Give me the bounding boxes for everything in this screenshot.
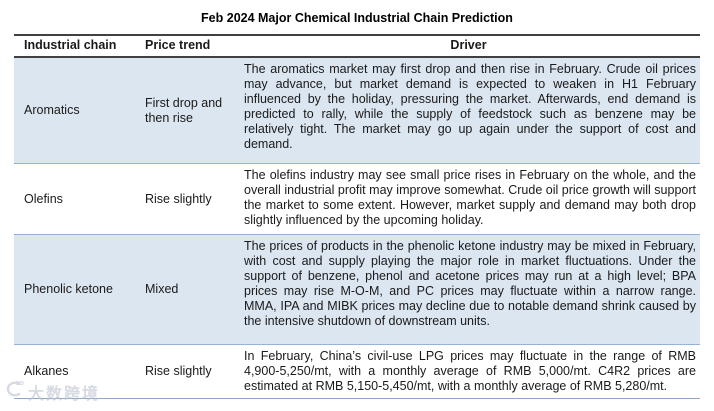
prediction-table: Industrial chain Price trend Driver Arom… <box>14 34 700 399</box>
chain-name: Alkanes <box>24 364 69 378</box>
table-row-aromatics: Aromatics First drop and then rise The a… <box>14 58 700 163</box>
price-trend: Rise slightly <box>145 364 212 378</box>
driver-text: The prices of products in the phenolic k… <box>244 239 696 328</box>
table-row-phenolic-ketone: Phenolic ketone Mixed The prices of prod… <box>14 234 700 344</box>
column-header-price-trend: Price trend <box>145 38 211 52</box>
chain-name: Olefins <box>24 191 63 206</box>
driver-text: The olefins industry may see small price… <box>244 168 696 227</box>
table-header-row: Industrial chain Price trend Driver <box>14 36 700 58</box>
table-row-alkanes: Alkanes Rise slightly In February, China… <box>14 344 700 398</box>
chain-name: Aromatics <box>24 103 80 117</box>
chain-name: Phenolic ketone <box>24 282 113 296</box>
driver-text: The aromatics market may first drop and … <box>244 62 696 151</box>
price-trend: First drop and then rise <box>145 95 223 125</box>
price-trend: Mixed <box>145 282 179 296</box>
table-row-olefins: Olefins Rise slightly The olefins indust… <box>14 163 700 234</box>
driver-text: In February, China’s civil-use LPG price… <box>244 349 696 393</box>
column-header-industrial-chain: Industrial chain <box>24 38 117 52</box>
page-title: Feb 2024 Major Chemical Industrial Chain… <box>201 11 513 25</box>
price-trend: Rise slightly <box>145 191 212 206</box>
table-body: Aromatics First drop and then rise The a… <box>14 58 700 399</box>
column-header-driver: Driver <box>450 38 487 52</box>
